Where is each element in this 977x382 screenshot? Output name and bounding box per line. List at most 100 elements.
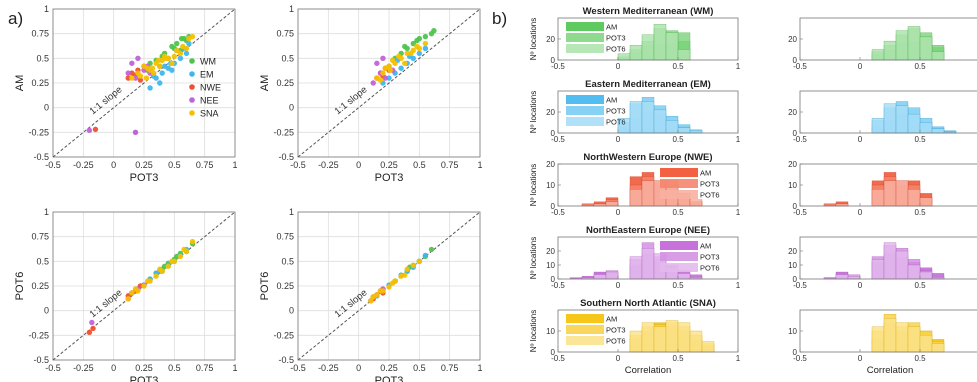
x-tick-label: 0 — [616, 62, 621, 71]
histogram-legend: AM POT3 POT6 — [566, 22, 626, 54]
y-tick-label: 1 — [289, 4, 294, 14]
x-tick-label: 0.5 — [672, 208, 684, 217]
histogram-bar-POT6 — [919, 122, 933, 134]
data-point-NEE — [370, 80, 376, 86]
x-axis-label: POT3 — [130, 375, 159, 382]
histogram-bar-POT6 — [629, 189, 643, 207]
histogram-bar-POT6 — [883, 103, 897, 134]
x-tick-label: 0.5 — [413, 363, 426, 373]
data-point-SNA — [382, 65, 389, 71]
data-point-SNA — [157, 63, 163, 69]
panel-b-label: b) — [492, 9, 507, 28]
data-point-SNA — [153, 273, 159, 279]
scatter-panels: -0.5-0.5-0.25-0.25000.250.250.50.50.750.… — [14, 4, 483, 382]
x-tick-label: 0 — [356, 363, 361, 373]
legend-swatch-POT6 — [566, 336, 604, 345]
y-tick-label: 20 — [788, 108, 797, 117]
data-point-NEE — [86, 127, 93, 134]
y-tick-label: 1 — [289, 207, 294, 217]
data-point-SNA — [144, 65, 151, 71]
data-point-SNA — [129, 290, 135, 296]
histogram-bar-POT6 — [835, 274, 849, 280]
data-point-WM — [431, 28, 437, 34]
y-tick-label: 0 — [551, 348, 556, 357]
x-tick-label: 1 — [736, 62, 741, 71]
legend-label-AM: AM — [606, 23, 617, 32]
x-tick-label: 0 — [616, 135, 621, 144]
data-point-SNA — [410, 262, 416, 268]
x-axis-label: POT3 — [375, 375, 404, 382]
histogram-b-SNA-left: Southern North Atlantic (SNA)010-0.5 0 0.5… — [529, 298, 741, 376]
x-tick-label: 0 — [858, 354, 863, 363]
histogram-bar-POT6 — [641, 248, 655, 280]
histogram-bar-POT6 — [919, 271, 933, 280]
histogram-bar-POT6 — [931, 128, 945, 134]
y-tick-label: 20 — [546, 35, 555, 44]
y-tick-label: 0 — [793, 275, 798, 284]
histogram-legend: AM POT3 POT6 — [566, 95, 626, 127]
x-tick-label: 0 — [616, 208, 621, 217]
data-point-SNA — [402, 60, 408, 66]
x-axis-label: POT3 — [375, 172, 404, 184]
plot-frame — [799, 236, 977, 280]
legend-label-POT6: POT6 — [700, 191, 720, 200]
y-tick-label: 0 — [551, 56, 556, 65]
plot-frame — [52, 211, 236, 361]
legend-label-POT6: POT6 — [700, 264, 720, 273]
x-axis-label: Correlation — [867, 365, 913, 376]
y-tick-label: 0.5 — [281, 256, 294, 266]
histogram-bar-POT6 — [677, 273, 691, 280]
x-tick-label: -0.5 — [793, 208, 807, 217]
data-point-SNA — [169, 60, 175, 66]
one-to-one-line — [297, 8, 481, 158]
data-point-SNA — [125, 296, 131, 302]
y-tick-label: 0 — [793, 348, 798, 357]
y-tick-label: 10 — [546, 327, 555, 336]
x-tick-label: 0.5 — [914, 135, 926, 144]
data-point-SNA — [141, 283, 147, 289]
histogram-bar-POT6 — [605, 201, 619, 207]
legend-marker-NWE — [189, 84, 195, 90]
legend-label-NEE: NEE — [200, 96, 219, 106]
data-point-SNA — [389, 280, 396, 286]
histogram-bar-POT6 — [907, 113, 921, 134]
data-point-SNA — [161, 53, 168, 60]
y-axis-label: Nº locations — [529, 237, 538, 280]
histogram-bar-POT6 — [931, 51, 945, 61]
data-point-SNA — [386, 284, 392, 290]
y-tick-label: 0 — [44, 103, 49, 113]
histogram-bar-POT6 — [907, 26, 921, 61]
histogram-b-EM-left: Eastern Mediterranean (EM)020-0.5 0 0.5 1Nº… — [529, 79, 741, 144]
legend-label-AM: AM — [700, 169, 711, 178]
y-tick-label: 0 — [793, 202, 798, 211]
x-tick-label: -0.25 — [73, 160, 94, 170]
x-tick-label: -0.5 — [551, 62, 565, 71]
y-axis-label: POT6 — [259, 272, 271, 301]
data-point-SNA — [132, 286, 139, 292]
y-tick-label: 1 — [44, 4, 49, 14]
data-point-SNA — [396, 53, 402, 60]
data-point-EM — [398, 65, 404, 71]
legend-swatch-POT3 — [566, 33, 604, 42]
y-tick-label: -0.25 — [28, 127, 49, 137]
y-axis-label: Nº locations — [529, 164, 538, 207]
histogram-bar-POT6 — [677, 322, 691, 353]
data-point-SNA — [402, 272, 408, 278]
histogram-bar-POT6 — [641, 34, 655, 61]
data-point-SNA — [149, 65, 156, 71]
histogram-bar-POT6 — [629, 256, 643, 280]
data-point-SNA — [416, 258, 423, 265]
x-tick-label: 1 — [736, 354, 741, 363]
data-point-SNA — [155, 57, 162, 64]
histogram-bar-POT6 — [883, 40, 897, 61]
x-tick-label: -0.5 — [551, 354, 565, 363]
histogram-bar-POT6 — [895, 180, 909, 207]
legend-marker-NEE — [189, 97, 195, 103]
data-point-SNA — [189, 238, 196, 245]
x-tick-label: -0.25 — [318, 363, 339, 373]
y-tick-label: 20 — [546, 160, 555, 169]
y-tick-label: 20 — [788, 247, 797, 256]
y-tick-label: 0 — [551, 275, 556, 284]
